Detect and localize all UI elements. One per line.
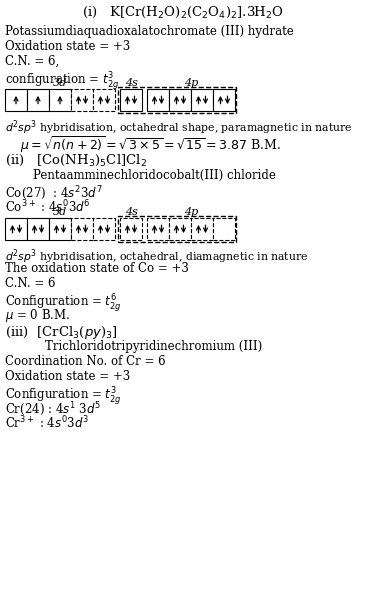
Bar (120, 218, 142, 240)
Text: Configuration = $t^6_{2g}$: Configuration = $t^6_{2g}$ (5, 292, 122, 314)
Text: Potassiumdiaquadioxalatochromate (III) hydrate: Potassiumdiaquadioxalatochromate (III) h… (5, 25, 294, 38)
Text: Oxidation state = +3: Oxidation state = +3 (5, 370, 130, 383)
Text: $d^2sp^3$ hybridisation, octahedral shape, paramagnetic in nature: $d^2sp^3$ hybridisation, octahedral shap… (5, 118, 352, 137)
Text: Cr$^{3+}$ : 4$s^0$3$d^3$: Cr$^{3+}$ : 4$s^0$3$d^3$ (5, 415, 89, 432)
Text: 4p: 4p (184, 78, 198, 88)
Bar (191, 89, 213, 111)
Text: C.N. = 6: C.N. = 6 (5, 277, 56, 290)
Text: 4p: 4p (184, 207, 198, 217)
Bar (71, 89, 93, 111)
Bar (169, 218, 191, 240)
Text: $\mu = \sqrt{n(n+2)} = \sqrt{3 \times 5} = \sqrt{15} = 3.87$ B.M.: $\mu = \sqrt{n(n+2)} = \sqrt{3 \times 5}… (20, 134, 281, 155)
Bar (5, 89, 27, 111)
Text: (iii)  [CrCl$_3$($py$)$_3$]: (iii) [CrCl$_3$($py$)$_3$] (5, 324, 118, 341)
Bar (49, 218, 71, 240)
Bar (93, 218, 115, 240)
Text: Configuration = $t^3_{2g}$: Configuration = $t^3_{2g}$ (5, 385, 122, 407)
Bar (27, 218, 49, 240)
Bar (213, 218, 235, 240)
Text: The oxidation state of Co = +3: The oxidation state of Co = +3 (5, 262, 189, 275)
Text: C.N. = 6,: C.N. = 6, (5, 55, 59, 68)
Text: Trichloridotripyridinechromium (III): Trichloridotripyridinechromium (III) (45, 340, 262, 353)
Text: 4s: 4s (124, 78, 138, 88)
Bar (93, 89, 115, 111)
Bar (71, 218, 93, 240)
Bar (169, 89, 191, 111)
Text: Cr(24) : 4$s^1$ 3$d^5$: Cr(24) : 4$s^1$ 3$d^5$ (5, 400, 101, 418)
Bar (118, 216, 236, 242)
Bar (118, 87, 236, 113)
Text: (ii)   [Co(NH$_3$)$_5$Cl]Cl$_2$: (ii) [Co(NH$_3$)$_5$Cl]Cl$_2$ (5, 153, 147, 168)
Text: Pentaamminechloridocobalt(III) chloride: Pentaamminechloridocobalt(III) chloride (33, 169, 276, 182)
Text: configuration = $t^3_{2g}$: configuration = $t^3_{2g}$ (5, 70, 119, 92)
Bar (147, 89, 169, 111)
Bar (49, 89, 71, 111)
Text: Oxidation state = +3: Oxidation state = +3 (5, 40, 130, 53)
Text: Co(27)  : 4$s^2$3$d^7$: Co(27) : 4$s^2$3$d^7$ (5, 184, 102, 202)
Text: 3d: 3d (53, 78, 67, 88)
Text: 4s: 4s (124, 207, 138, 217)
Text: 3d: 3d (53, 207, 67, 217)
Text: $\mu$ = 0 B.M.: $\mu$ = 0 B.M. (5, 307, 70, 324)
Bar (27, 89, 49, 111)
Bar (5, 218, 27, 240)
Text: (i)   K[Cr(H$_2$O)$_2$(C$_2$O$_4$)$_2$].3H$_2$O: (i) K[Cr(H$_2$O)$_2$(C$_2$O$_4$)$_2$].3H… (82, 5, 284, 20)
Bar (120, 89, 142, 111)
Text: $d^2sp^3$ hybridisation, octahedral, diamagnetic in nature: $d^2sp^3$ hybridisation, octahedral, dia… (5, 247, 309, 266)
Text: Co$^{3+}$ : 4$s^0$3$d^6$: Co$^{3+}$ : 4$s^0$3$d^6$ (5, 199, 91, 216)
Text: Coordination No. of Cr = 6: Coordination No. of Cr = 6 (5, 355, 166, 368)
Bar (213, 89, 235, 111)
Bar (147, 218, 169, 240)
Bar (191, 218, 213, 240)
